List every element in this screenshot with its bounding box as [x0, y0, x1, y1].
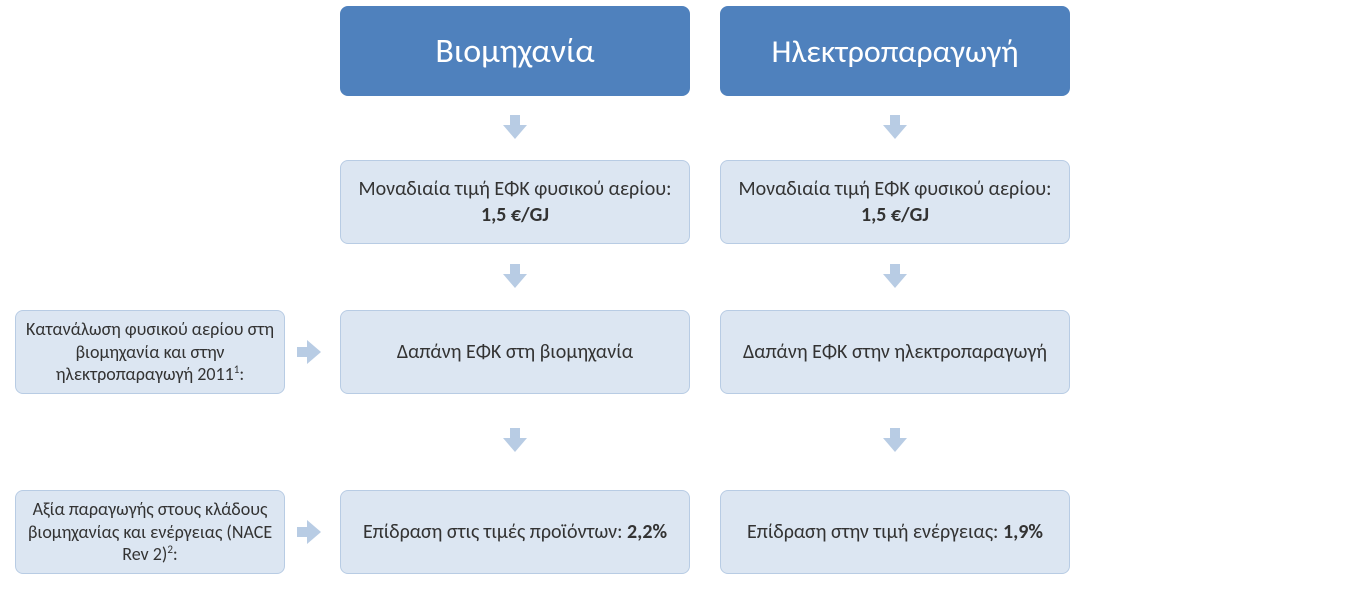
- arrow-down-icon: [503, 428, 527, 452]
- right-row3-text: Επίδραση στην τιμή ενέργειας: 1,9%: [747, 519, 1043, 545]
- side-label-production-value: Αξία παραγωγής στους κλάδους βιομηχανίας…: [15, 490, 285, 574]
- left-row2-text: Δαπάνη ΕΦΚ στη βιομηχανία: [397, 339, 633, 365]
- side-row3-pre: Αξία παραγωγής στους κλάδους βιομηχανίας…: [28, 498, 272, 565]
- right-row1-box: Μοναδιαία τιμή ΕΦΚ φυσικού αερίου: 1,5 €…: [720, 160, 1070, 244]
- left-row3-prefix: Επίδραση στις τιμές προϊόντων:: [363, 520, 627, 544]
- right-row3-box: Επίδραση στην τιμή ενέργειας: 1,9%: [720, 490, 1070, 574]
- left-row1-box: Μοναδιαία τιμή ΕΦΚ φυσικού αερίου: 1,5 €…: [340, 160, 690, 244]
- side-label-consumption-text: Κατανάλωση φυσικού αερίου στη βιομηχανία…: [26, 318, 274, 386]
- arrow-right-icon: [297, 340, 321, 364]
- right-row1-prefix: Μοναδιαία τιμή ΕΦΚ φυσικού αερίου:: [739, 177, 1052, 201]
- header-electricity-label: Ηλεκτροπαραγωγή: [772, 32, 1019, 71]
- arrow-right-icon: [297, 520, 321, 544]
- left-row1-prefix: Μοναδιαία τιμή ΕΦΚ φυσικού αερίου:: [359, 177, 672, 201]
- arrow-down-icon: [503, 115, 527, 139]
- header-electricity: Ηλεκτροπαραγωγή: [720, 6, 1070, 96]
- right-row2-text: Δαπάνη ΕΦΚ στην ηλεκτροπαραγωγή: [743, 339, 1047, 365]
- header-industry-label: Βιομηχανία: [435, 31, 594, 72]
- side-label-production-value-text: Αξία παραγωγής στους κλάδους βιομηχανίας…: [26, 498, 274, 566]
- flowchart-canvas: Βιομηχανία Μοναδιαία τιμή ΕΦΚ φυσικού αε…: [0, 0, 1346, 608]
- arrow-down-icon: [883, 115, 907, 139]
- right-row1-text: Μοναδιαία τιμή ΕΦΚ φυσικού αερίου: 1,5 €…: [739, 176, 1052, 228]
- header-industry: Βιομηχανία: [340, 6, 690, 96]
- right-row3-prefix: Επίδραση στην τιμή ενέργειας:: [747, 520, 1003, 544]
- left-row3-value: 2,2%: [627, 520, 667, 544]
- left-row3-box: Επίδραση στις τιμές προϊόντων: 2,2%: [340, 490, 690, 574]
- left-row1-value: 1,5 €/GJ: [481, 203, 549, 227]
- right-row2-box: Δαπάνη ΕΦΚ στην ηλεκτροπαραγωγή: [720, 310, 1070, 394]
- side-label-consumption: Κατανάλωση φυσικού αερίου στη βιομηχανία…: [15, 310, 285, 394]
- left-row2-box: Δαπάνη ΕΦΚ στη βιομηχανία: [340, 310, 690, 394]
- left-row1-text: Μοναδιαία τιμή ΕΦΚ φυσικού αερίου: 1,5 €…: [359, 176, 672, 228]
- right-row3-value: 1,9%: [1003, 520, 1043, 544]
- left-row3-text: Επίδραση στις τιμές προϊόντων: 2,2%: [363, 519, 667, 545]
- side-row3-post: :: [173, 543, 178, 565]
- side-row2-post: :: [239, 363, 244, 385]
- right-row1-value: 1,5 €/GJ: [861, 203, 929, 227]
- arrow-down-icon: [883, 428, 907, 452]
- arrow-down-icon: [883, 264, 907, 288]
- arrow-down-icon: [503, 264, 527, 288]
